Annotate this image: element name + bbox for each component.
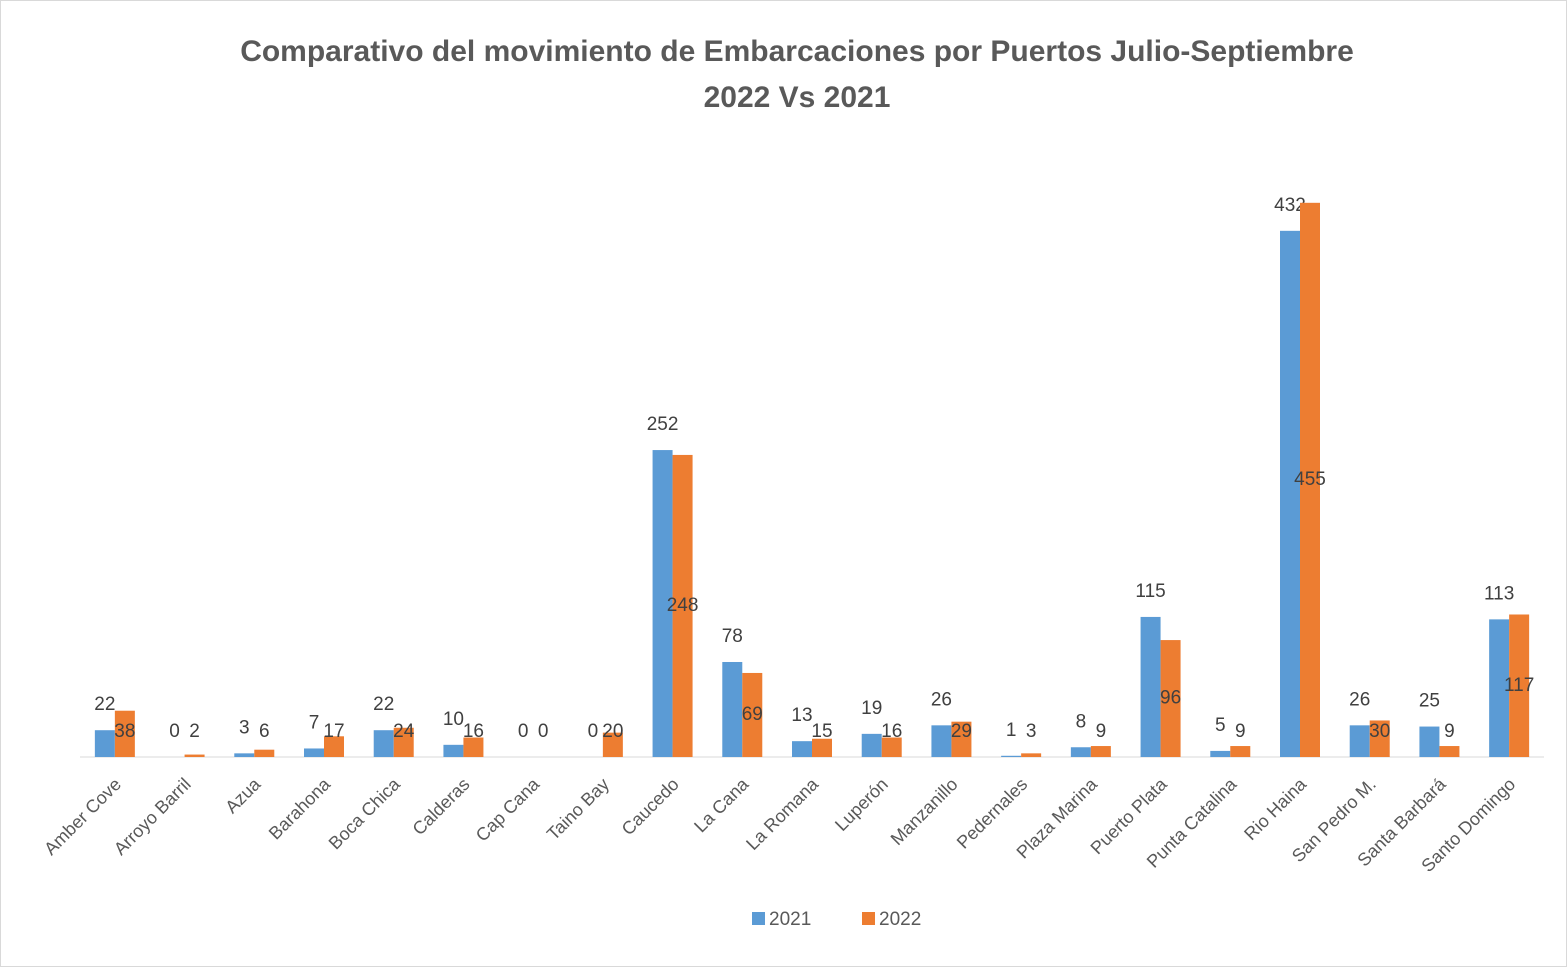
bar — [931, 725, 952, 757]
bar — [652, 450, 673, 757]
data-label: 10 — [443, 709, 464, 730]
data-label: 96 — [1160, 688, 1181, 709]
bar — [1489, 619, 1510, 757]
bar — [951, 721, 972, 757]
data-label: 0 — [518, 721, 529, 742]
bar — [1509, 614, 1530, 757]
data-label: 5 — [1215, 715, 1226, 736]
data-label: 0 — [588, 721, 599, 742]
data-label: 69 — [742, 704, 763, 725]
bar — [881, 737, 902, 757]
legend-label: 2021 — [769, 909, 811, 930]
data-label: 15 — [811, 721, 832, 742]
legend-label: 2022 — [879, 909, 921, 930]
bar — [812, 738, 832, 757]
data-label: 16 — [881, 721, 902, 742]
bar — [114, 710, 135, 757]
bar — [254, 749, 275, 757]
bar — [324, 736, 344, 757]
data-label: 26 — [1349, 689, 1370, 710]
data-label: 113 — [1484, 583, 1514, 604]
bar — [463, 737, 484, 757]
data-label: 1 — [1006, 720, 1017, 741]
data-label: 432 — [1274, 195, 1306, 216]
data-label: 3 — [239, 717, 250, 738]
bar — [742, 672, 763, 757]
bar — [1070, 747, 1091, 757]
chart-title: 2022 Vs 2021 — [704, 81, 891, 114]
bar — [792, 741, 812, 757]
data-label: 22 — [94, 694, 115, 715]
data-label: 38 — [114, 721, 135, 742]
data-label: 7 — [309, 712, 320, 733]
bar — [304, 748, 324, 757]
data-label: 25 — [1419, 691, 1440, 712]
data-label: 13 — [791, 705, 812, 726]
data-label: 6 — [259, 721, 270, 742]
data-label: 29 — [951, 721, 972, 742]
bar — [184, 754, 205, 757]
data-label: 26 — [931, 689, 952, 710]
bar — [1419, 726, 1440, 757]
bar — [1349, 725, 1370, 757]
bar — [1439, 746, 1460, 757]
data-label: 252 — [647, 414, 679, 435]
bar — [1210, 750, 1231, 757]
bar — [373, 730, 394, 757]
bar — [1090, 746, 1111, 757]
legend-swatch — [862, 912, 875, 925]
data-label: 19 — [861, 698, 882, 719]
data-label: 0 — [169, 721, 180, 742]
data-label: 24 — [393, 721, 415, 742]
data-label: 17 — [323, 721, 344, 742]
bar — [94, 730, 115, 757]
bar — [234, 753, 255, 757]
bar — [1001, 755, 1022, 757]
bar — [722, 661, 743, 757]
bar — [672, 454, 693, 757]
data-label: 117 — [1504, 675, 1534, 696]
bar — [393, 727, 414, 757]
bar — [861, 733, 882, 757]
data-label: 115 — [1135, 581, 1165, 602]
data-label: 9 — [1235, 721, 1246, 742]
data-label: 22 — [373, 694, 394, 715]
data-label: 16 — [463, 721, 484, 742]
chart-title: Comparativo del movimiento de Embarcacio… — [240, 35, 1354, 68]
data-label: 9 — [1444, 721, 1455, 742]
data-label: 2 — [189, 721, 200, 742]
data-label: 78 — [722, 626, 743, 647]
data-label: 3 — [1026, 721, 1037, 742]
bar — [1021, 753, 1042, 757]
data-label: 8 — [1076, 711, 1087, 732]
bar — [1300, 202, 1320, 757]
data-label: 0 — [538, 721, 549, 742]
legend-swatch — [752, 912, 765, 925]
bar — [1280, 230, 1300, 758]
data-label: 30 — [1369, 721, 1390, 742]
data-label: 20 — [602, 721, 623, 742]
bar — [1140, 616, 1161, 757]
bar — [1369, 720, 1390, 757]
data-label: 248 — [667, 595, 699, 616]
data-label: 9 — [1096, 721, 1107, 742]
bar — [1160, 640, 1181, 757]
bar — [602, 732, 623, 757]
data-label: 455 — [1294, 469, 1326, 490]
bar — [443, 744, 464, 757]
bar — [1230, 746, 1251, 757]
